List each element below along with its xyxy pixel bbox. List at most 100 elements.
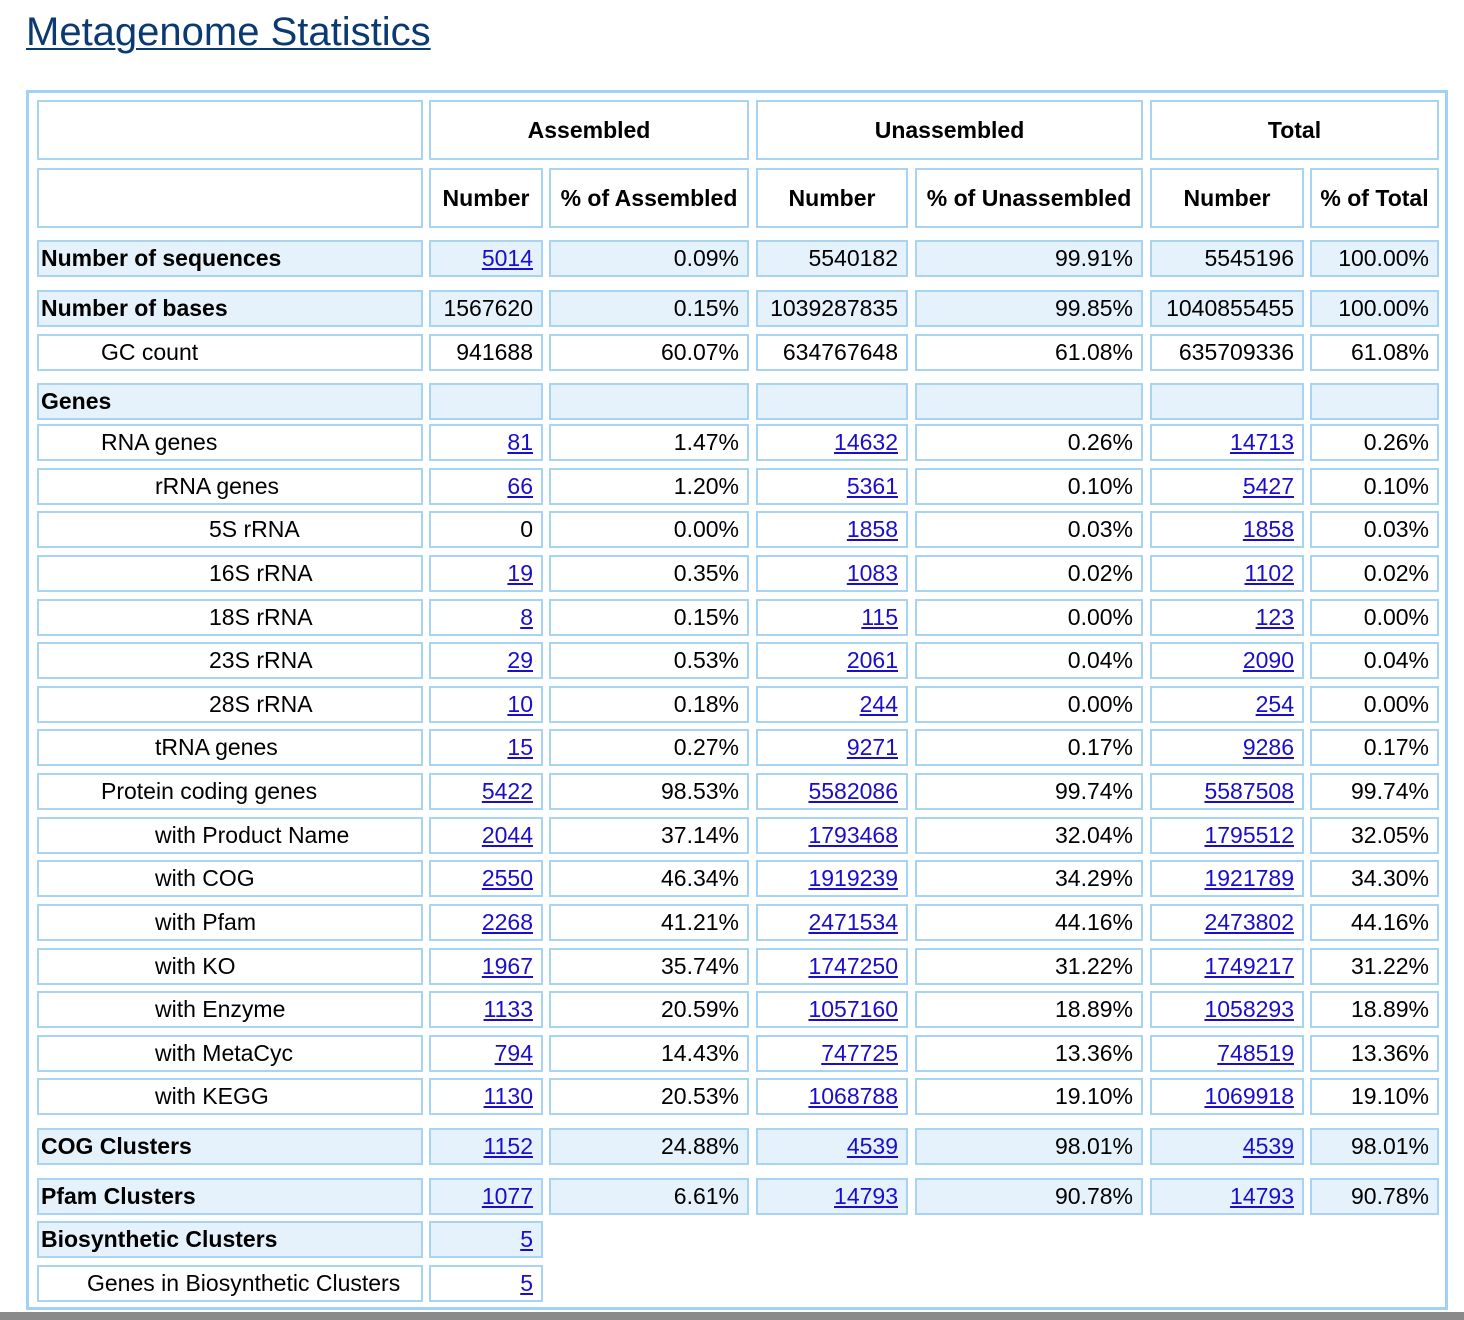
count-link[interactable]: 254 — [1255, 691, 1294, 717]
count-link[interactable]: 5 — [520, 1270, 533, 1296]
number-cell[interactable]: 10 — [429, 686, 543, 723]
number-cell[interactable]: 14632 — [756, 424, 908, 461]
number-cell[interactable]: 1130 — [429, 1078, 543, 1115]
count-link[interactable]: 29 — [507, 647, 533, 673]
number-cell[interactable]: 1102 — [1150, 555, 1304, 592]
number-cell[interactable]: 14713 — [1150, 424, 1304, 461]
count-link[interactable]: 2550 — [481, 865, 533, 891]
number-cell[interactable]: 5582086 — [756, 773, 908, 810]
count-link[interactable]: 747725 — [821, 1040, 898, 1066]
number-cell[interactable]: 5361 — [756, 468, 908, 505]
count-link[interactable]: 2473802 — [1204, 909, 1294, 935]
count-link[interactable]: 14632 — [834, 429, 898, 455]
number-cell[interactable]: 1152 — [429, 1128, 543, 1165]
count-link[interactable]: 5427 — [1242, 473, 1294, 499]
count-link[interactable]: 14793 — [1230, 1183, 1294, 1209]
count-link[interactable]: 748519 — [1217, 1040, 1294, 1066]
number-cell[interactable]: 5427 — [1150, 468, 1304, 505]
number-cell[interactable]: 2268 — [429, 904, 543, 941]
number-cell[interactable]: 5 — [429, 1221, 543, 1258]
number-cell[interactable]: 1795512 — [1150, 817, 1304, 854]
number-cell[interactable]: 1069918 — [1150, 1078, 1304, 1115]
number-cell[interactable]: 1793468 — [756, 817, 908, 854]
count-link[interactable]: 8 — [520, 604, 533, 630]
count-link[interactable]: 66 — [507, 473, 533, 499]
number-cell[interactable]: 66 — [429, 468, 543, 505]
count-link[interactable]: 115 — [861, 604, 898, 630]
number-cell[interactable]: 5422 — [429, 773, 543, 810]
count-link[interactable]: 1858 — [846, 516, 898, 542]
page-title[interactable]: Metagenome Statistics — [26, 10, 431, 54]
number-cell[interactable]: 29 — [429, 642, 543, 679]
number-cell[interactable]: 5587508 — [1150, 773, 1304, 810]
count-link[interactable]: 1747250 — [808, 953, 898, 979]
number-cell[interactable]: 2471534 — [756, 904, 908, 941]
number-cell[interactable]: 2044 — [429, 817, 543, 854]
number-cell[interactable]: 9271 — [756, 729, 908, 766]
count-link[interactable]: 5361 — [846, 473, 898, 499]
number-cell[interactable]: 1921789 — [1150, 860, 1304, 897]
number-cell[interactable]: 1919239 — [756, 860, 908, 897]
number-cell[interactable]: 5014 — [429, 240, 543, 277]
count-link[interactable]: 1068788 — [808, 1083, 898, 1109]
count-link[interactable]: 5587508 — [1204, 778, 1294, 804]
number-cell[interactable]: 1747250 — [756, 948, 908, 985]
number-cell[interactable]: 8 — [429, 599, 543, 636]
number-cell[interactable]: 1077 — [429, 1178, 543, 1215]
count-link[interactable]: 1919239 — [808, 865, 898, 891]
count-link[interactable]: 2471534 — [808, 909, 898, 935]
count-link[interactable]: 1795512 — [1204, 822, 1294, 848]
count-link[interactable]: 2090 — [1242, 647, 1294, 673]
number-cell[interactable]: 15 — [429, 729, 543, 766]
count-link[interactable]: 123 — [1255, 604, 1294, 630]
count-link[interactable]: 1130 — [483, 1083, 533, 1109]
number-cell[interactable]: 794 — [429, 1035, 543, 1072]
count-link[interactable]: 1133 — [483, 996, 533, 1022]
number-cell[interactable]: 115 — [756, 599, 908, 636]
count-link[interactable]: 1069918 — [1204, 1083, 1294, 1109]
count-link[interactable]: 2268 — [481, 909, 533, 935]
number-cell[interactable]: 1858 — [1150, 511, 1304, 548]
number-cell[interactable]: 1057160 — [756, 991, 908, 1028]
number-cell[interactable]: 1967 — [429, 948, 543, 985]
count-link[interactable]: 14713 — [1230, 429, 1294, 455]
count-link[interactable]: 4539 — [846, 1133, 898, 1159]
number-cell[interactable]: 2090 — [1150, 642, 1304, 679]
count-link[interactable]: 81 — [507, 429, 533, 455]
count-link[interactable]: 10 — [507, 691, 533, 717]
count-link[interactable]: 4539 — [1242, 1133, 1294, 1159]
number-cell[interactable]: 9286 — [1150, 729, 1304, 766]
number-cell[interactable]: 1058293 — [1150, 991, 1304, 1028]
number-cell[interactable]: 1133 — [429, 991, 543, 1028]
count-link[interactable]: 794 — [494, 1040, 533, 1066]
count-link[interactable]: 1077 — [481, 1183, 533, 1209]
number-cell[interactable]: 19 — [429, 555, 543, 592]
count-link[interactable]: 5582086 — [808, 778, 898, 804]
count-link[interactable]: 9271 — [846, 734, 898, 760]
count-link[interactable]: 1083 — [846, 560, 898, 586]
number-cell[interactable]: 123 — [1150, 599, 1304, 636]
count-link[interactable]: 15 — [507, 734, 533, 760]
number-cell[interactable]: 2550 — [429, 860, 543, 897]
count-link[interactable]: 5014 — [481, 245, 533, 271]
count-link[interactable]: 5422 — [481, 778, 533, 804]
count-link[interactable]: 2061 — [846, 647, 898, 673]
number-cell[interactable]: 14793 — [756, 1178, 908, 1215]
number-cell[interactable]: 254 — [1150, 686, 1304, 723]
count-link[interactable]: 1749217 — [1204, 953, 1294, 979]
count-link[interactable]: 14793 — [834, 1183, 898, 1209]
count-link[interactable]: 2044 — [481, 822, 533, 848]
number-cell[interactable]: 2473802 — [1150, 904, 1304, 941]
number-cell[interactable]: 1749217 — [1150, 948, 1304, 985]
count-link[interactable]: 1058293 — [1204, 996, 1294, 1022]
count-link[interactable]: 1102 — [1244, 560, 1294, 586]
count-link[interactable]: 244 — [859, 691, 898, 717]
count-link[interactable]: 1152 — [483, 1133, 533, 1159]
count-link[interactable]: 1967 — [481, 953, 533, 979]
count-link[interactable]: 9286 — [1242, 734, 1294, 760]
count-link[interactable]: 1858 — [1242, 516, 1294, 542]
number-cell[interactable]: 4539 — [756, 1128, 908, 1165]
number-cell[interactable]: 2061 — [756, 642, 908, 679]
number-cell[interactable]: 244 — [756, 686, 908, 723]
number-cell[interactable]: 5 — [429, 1265, 543, 1302]
